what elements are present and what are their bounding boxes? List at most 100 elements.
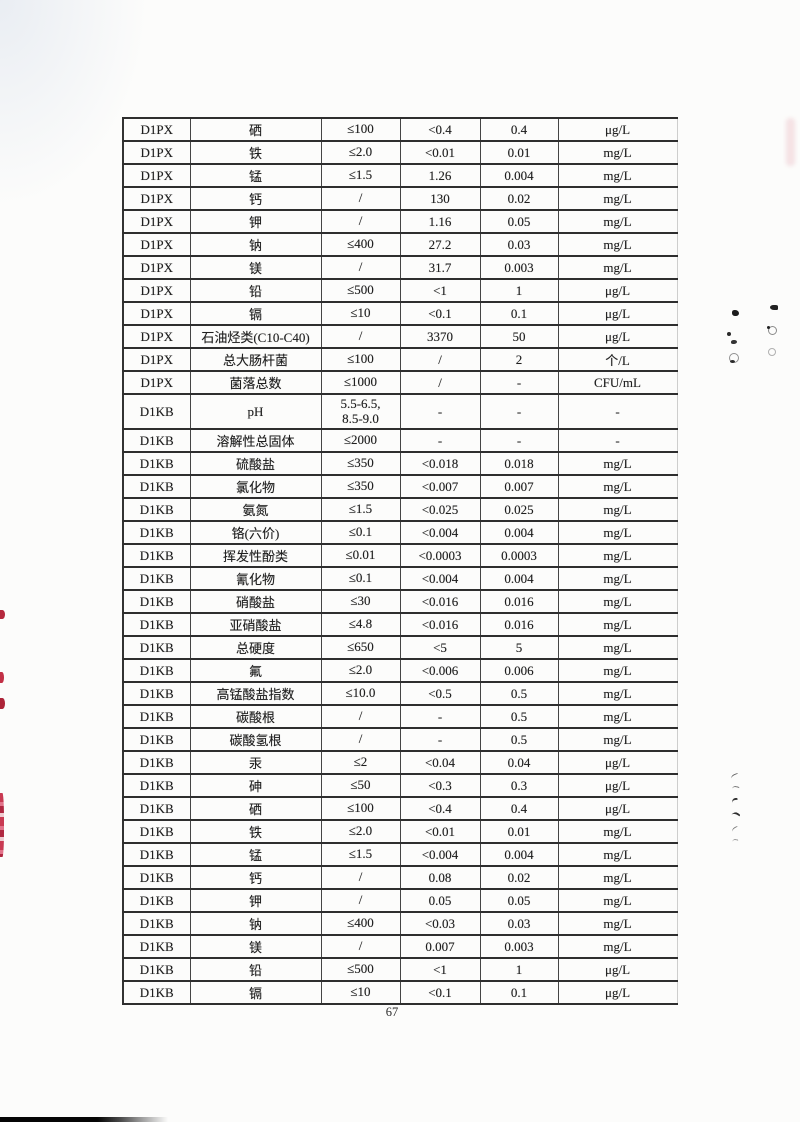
cell-measured: <0.016 [399, 612, 481, 637]
cell-sample_id: D1PX [122, 186, 191, 211]
cell-detection_limit: 0.004 [479, 163, 559, 188]
cell-unit: mg/L [557, 911, 678, 936]
red-stamp-fragment [0, 610, 5, 619]
cell-measured: 3370 [399, 324, 481, 349]
cell-parameter: 镁 [189, 255, 322, 280]
cell-unit: mg/L [557, 865, 678, 890]
cell-limit: ≤350 [320, 451, 401, 476]
cell-limit: / [320, 324, 401, 349]
cell-parameter: 高锰酸盐指数 [189, 681, 322, 706]
cell-parameter: 钠 [189, 232, 322, 257]
cell-measured: <0.3 [399, 773, 481, 798]
cell-parameter: 亚硝酸盐 [189, 612, 322, 637]
table-row: D1PX 钙/130 0.02 mg/L [122, 186, 678, 211]
cell-parameter: 铁 [189, 140, 322, 165]
cell-parameter: 钙 [189, 186, 322, 211]
handwriting-stroke [730, 785, 740, 793]
cell-detection_limit: 0.0003 [479, 543, 559, 568]
cell-unit: mg/L [557, 140, 678, 165]
cell-unit: mg/L [557, 727, 678, 752]
cell-unit: mg/L [557, 497, 678, 522]
cell-sample_id: D1KB [122, 658, 191, 683]
cell-detection_limit: 0.5 [479, 681, 559, 706]
cell-unit: mg/L [557, 209, 678, 234]
cell-measured: <0.018 [399, 451, 481, 476]
cell-limit: ≤1.5 [320, 842, 401, 867]
handwriting-stroke [731, 838, 739, 846]
cell-limit: / [320, 888, 401, 913]
cell-sample_id: D1KB [122, 865, 191, 890]
cell-sample_id: D1KB [122, 980, 191, 1005]
cell-unit: mg/L [557, 589, 678, 614]
handwriting-stroke [730, 772, 740, 782]
cell-limit: 5.5-6.5, 8.5-9.0 [320, 393, 401, 430]
table-row: D1PX 镁/31.7 0.003 mg/L [122, 255, 678, 280]
cell-measured: <0.004 [399, 520, 481, 545]
handwriting-stroke [730, 825, 740, 835]
cell-detection_limit: 0.05 [479, 888, 559, 913]
cell-unit: mg/L [557, 704, 678, 729]
cell-sample_id: D1KB [122, 842, 191, 867]
cell-limit: ≤100 [320, 796, 401, 821]
cell-sample_id: D1KB [122, 796, 191, 821]
table-row: D1KB 铬(六价) ≤0.1 <0.004 0.004 mg/L [122, 520, 678, 545]
cell-parameter: 总硬度 [189, 635, 322, 660]
cell-parameter: 钾 [189, 209, 322, 234]
cell-detection_limit: 0.016 [479, 589, 559, 614]
cell-limit: ≤100 [320, 117, 401, 142]
ink-speck [768, 348, 776, 356]
cell-unit: mg/L [557, 658, 678, 683]
cell-detection_limit: 2 [479, 347, 559, 372]
cell-sample_id: D1KB [122, 635, 191, 660]
cell-sample_id: D1PX [122, 209, 191, 234]
table-row: D1PX 总大肠杆菌 ≤100/2 个/L [122, 347, 678, 372]
cell-limit: ≤2.0 [320, 140, 401, 165]
cell-parameter: 钾 [189, 888, 322, 913]
table-row: D1KB 铁 ≤2.0 <0.01 0.01 mg/L [122, 819, 678, 844]
cell-detection_limit: 0.02 [479, 865, 559, 890]
cell-measured: <0.4 [399, 796, 481, 821]
cell-detection_limit: 0.007 [479, 474, 559, 499]
cell-measured: <0.4 [399, 117, 481, 142]
cell-detection_limit: 0.004 [479, 842, 559, 867]
cell-unit: μg/L [557, 301, 678, 326]
cell-measured: <5 [399, 635, 481, 660]
cell-unit: μg/L [557, 324, 678, 349]
cell-parameter: 铁 [189, 819, 322, 844]
cell-detection_limit: 0.1 [479, 980, 559, 1005]
water-quality-table-body: D1PX 硒 ≤100 <0.4 0.4 μg/L D1PX 铁 ≤2.0 <0.01 0.01 mg… [122, 117, 678, 1005]
cell-sample_id: D1KB [122, 497, 191, 522]
table-row: D1KB 钠 ≤400 <0.03 0.03 mg/L [122, 911, 678, 936]
cell-measured: 1.16 [399, 209, 481, 234]
cell-unit: mg/L [557, 612, 678, 637]
cell-measured: 130 [399, 186, 481, 211]
cell-detection_limit: 0.004 [479, 566, 559, 591]
table-row: D1KB 氨氮 ≤1.5 <0.025 0.025 mg/L [122, 497, 678, 522]
cell-sample_id: D1PX [122, 117, 191, 142]
table-row: D1PX 钾/1.16 0.05 mg/L [122, 209, 678, 234]
cell-detection_limit: 0.02 [479, 186, 559, 211]
cell-detection_limit: 1 [479, 278, 559, 303]
handwriting-stroke [731, 797, 739, 807]
cell-measured: - [399, 704, 481, 729]
table-row: D1KB 汞 ≤2 <0.04 0.04 μg/L [122, 750, 678, 775]
cell-unit: - [557, 393, 678, 430]
table-row: D1KB 亚硝酸盐 ≤4.8 <0.016 0.016 mg/L [122, 612, 678, 637]
cell-sample_id: D1PX [122, 278, 191, 303]
cell-detection_limit: 0.5 [479, 727, 559, 752]
table-row: D1KB 铅 ≤500 <1 1 μg/L [122, 957, 678, 982]
cell-parameter: 铬(六价) [189, 520, 322, 545]
cell-unit: mg/L [557, 543, 678, 568]
table-row: D1KB 锰 ≤1.5 <0.004 0.004 mg/L [122, 842, 678, 867]
cell-parameter: 挥发性酚类 [189, 543, 322, 568]
cell-sample_id: D1KB [122, 773, 191, 798]
cell-detection_limit: 0.4 [479, 117, 559, 142]
cell-sample_id: D1PX [122, 255, 191, 280]
red-stamp-fragment [0, 672, 4, 683]
cell-detection_limit: 0.05 [479, 209, 559, 234]
cell-limit: ≤500 [320, 278, 401, 303]
cell-unit: mg/L [557, 566, 678, 591]
table-row: D1KB 氯化物 ≤350 <0.007 0.007 mg/L [122, 474, 678, 499]
cell-sample_id: D1KB [122, 888, 191, 913]
cell-unit: μg/L [557, 980, 678, 1005]
